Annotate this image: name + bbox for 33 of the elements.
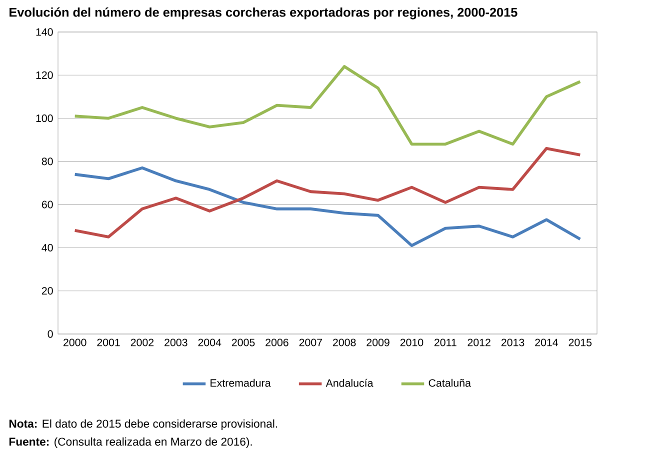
x-tick-label: 2006 xyxy=(266,338,288,346)
y-tick-label: 140 xyxy=(36,28,53,36)
y-tick-label: 60 xyxy=(42,200,53,208)
x-tick-label: 2013 xyxy=(501,338,524,346)
x-tick-label: 2004 xyxy=(198,338,222,346)
x-tick-label: 2002 xyxy=(130,338,154,346)
chart-title: Evolución del número de empresas corcheras exportadoras por regiones, 2000-2015 xyxy=(10,7,518,20)
line-series xyxy=(73,147,582,238)
x-tick-label: 2012 xyxy=(468,338,490,346)
x-tick-label: 2001 xyxy=(97,338,120,346)
line-series xyxy=(73,65,582,146)
x-tick-label: 2008 xyxy=(333,338,356,346)
y-tick-label: 100 xyxy=(36,114,53,122)
x-tick-label: 2000 xyxy=(64,338,86,346)
legend-label: Cataluña xyxy=(428,378,471,387)
legend-label: Andalucía xyxy=(326,378,374,387)
x-tick-label: 2010 xyxy=(400,338,424,346)
x-tick-label: 2009 xyxy=(366,338,390,346)
x-tick-label: 2011 xyxy=(434,338,456,346)
x-tick-label: 2005 xyxy=(232,338,255,346)
y-tick-label: 40 xyxy=(42,244,53,252)
y-tick-label: 80 xyxy=(42,158,53,166)
legend-label: Extremadura xyxy=(210,378,271,387)
y-tick-label: 0 xyxy=(48,330,53,338)
x-tick-label: 2015 xyxy=(568,338,592,346)
x-tick-label: 2003 xyxy=(164,338,188,346)
text: Nota: El dato de 2015 debe considerarse provisional. xyxy=(9,419,278,430)
line-series xyxy=(73,166,582,248)
x-tick-label: 2014 xyxy=(535,338,558,346)
text: Fuente: (Consulta realizada en Marzo de 2016). xyxy=(9,437,252,448)
y-tick-label: 20 xyxy=(42,287,53,295)
y-tick-label: 120 xyxy=(36,71,53,79)
x-tick-label: 2007 xyxy=(299,338,322,346)
